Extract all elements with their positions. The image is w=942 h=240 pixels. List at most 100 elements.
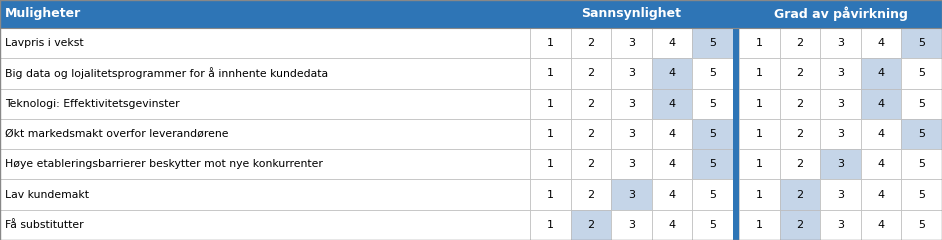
Bar: [0, 119, 530, 149]
Text: 2: 2: [588, 159, 594, 169]
Text: 5: 5: [918, 159, 925, 169]
Bar: [652, 58, 692, 89]
Bar: [571, 28, 611, 58]
Text: 3: 3: [628, 68, 635, 78]
Bar: [733, 89, 739, 119]
Bar: [571, 180, 611, 210]
Bar: [571, 58, 611, 89]
Text: 5: 5: [709, 129, 716, 139]
Text: 1: 1: [546, 190, 554, 200]
Text: 4: 4: [878, 220, 885, 230]
Bar: [820, 149, 861, 180]
Text: 3: 3: [837, 38, 844, 48]
Bar: [571, 149, 611, 180]
Bar: [733, 28, 739, 58]
Bar: [692, 28, 733, 58]
Bar: [611, 149, 652, 180]
Bar: [692, 119, 733, 149]
Text: 5: 5: [709, 220, 716, 230]
Bar: [611, 210, 652, 240]
Bar: [530, 119, 571, 149]
Bar: [692, 89, 733, 119]
Bar: [901, 28, 942, 58]
Text: 2: 2: [588, 129, 594, 139]
Bar: [733, 210, 739, 240]
Text: 3: 3: [628, 220, 635, 230]
Bar: [739, 58, 780, 89]
Text: 5: 5: [709, 159, 716, 169]
Text: 1: 1: [546, 220, 554, 230]
Bar: [901, 149, 942, 180]
Text: 2: 2: [588, 68, 594, 78]
Text: Økt markedsmakt overfor leverandørene: Økt markedsmakt overfor leverandørene: [5, 129, 229, 139]
Bar: [530, 180, 571, 210]
Bar: [652, 28, 692, 58]
Bar: [733, 119, 739, 149]
Bar: [780, 28, 820, 58]
Bar: [611, 119, 652, 149]
Bar: [530, 28, 571, 58]
Text: Teknologi: Effektivitetsgevinster: Teknologi: Effektivitetsgevinster: [5, 99, 180, 109]
Bar: [820, 210, 861, 240]
Bar: [530, 58, 571, 89]
Bar: [733, 58, 739, 89]
Text: 2: 2: [796, 220, 804, 230]
Bar: [820, 180, 861, 210]
Bar: [652, 119, 692, 149]
Text: 5: 5: [918, 99, 925, 109]
Bar: [780, 119, 820, 149]
Bar: [780, 149, 820, 180]
Bar: [652, 210, 692, 240]
Text: 4: 4: [878, 129, 885, 139]
Bar: [901, 58, 942, 89]
Bar: [692, 210, 733, 240]
Bar: [530, 0, 733, 28]
Bar: [0, 89, 530, 119]
Text: 4: 4: [669, 159, 675, 169]
Text: 1: 1: [755, 220, 763, 230]
Text: 3: 3: [628, 38, 635, 48]
Bar: [692, 149, 733, 180]
Text: 4: 4: [878, 159, 885, 169]
Text: Få substitutter: Få substitutter: [5, 220, 84, 230]
Bar: [0, 58, 530, 89]
Text: 1: 1: [755, 159, 763, 169]
Bar: [0, 0, 530, 28]
Text: 1: 1: [546, 159, 554, 169]
Text: 3: 3: [628, 159, 635, 169]
Text: 4: 4: [669, 220, 675, 230]
Bar: [733, 149, 739, 180]
Text: 1: 1: [546, 129, 554, 139]
Text: 5: 5: [918, 129, 925, 139]
Text: 2: 2: [796, 159, 804, 169]
Text: 4: 4: [669, 129, 675, 139]
Bar: [739, 149, 780, 180]
Text: 3: 3: [837, 129, 844, 139]
Text: 4: 4: [669, 68, 675, 78]
Text: 5: 5: [709, 99, 716, 109]
Bar: [780, 58, 820, 89]
Bar: [652, 180, 692, 210]
Text: 3: 3: [837, 68, 844, 78]
Bar: [652, 89, 692, 119]
Text: 2: 2: [796, 99, 804, 109]
Bar: [692, 58, 733, 89]
Bar: [0, 210, 530, 240]
Text: 3: 3: [628, 190, 635, 200]
Bar: [530, 149, 571, 180]
Bar: [820, 58, 861, 89]
Bar: [780, 180, 820, 210]
Text: 3: 3: [837, 159, 844, 169]
Text: 4: 4: [669, 190, 675, 200]
Bar: [692, 180, 733, 210]
Text: 3: 3: [628, 129, 635, 139]
Bar: [530, 210, 571, 240]
Bar: [611, 180, 652, 210]
Text: Big data og lojalitetsprogrammer for å innhente kundedata: Big data og lojalitetsprogrammer for å i…: [5, 67, 328, 79]
Bar: [733, 180, 739, 210]
Text: 1: 1: [546, 38, 554, 48]
Text: 1: 1: [755, 99, 763, 109]
Bar: [901, 89, 942, 119]
Text: 3: 3: [837, 220, 844, 230]
Text: 1: 1: [755, 129, 763, 139]
